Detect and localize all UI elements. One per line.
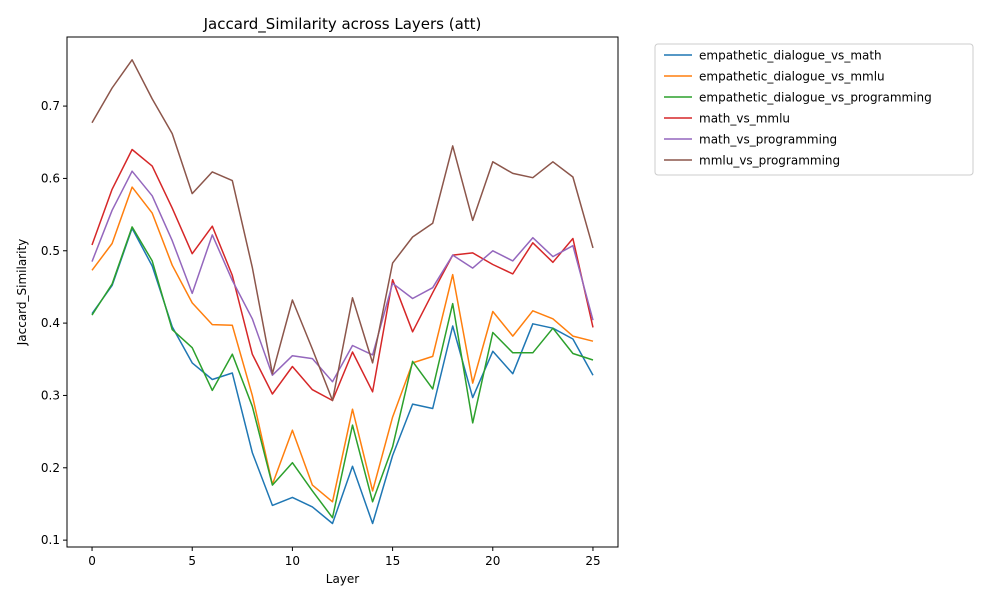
plot-lines <box>91 59 594 525</box>
legend-label: math_vs_mmlu <box>699 112 790 126</box>
y-tick-label: 0.4 <box>41 316 60 330</box>
y-axis-ticks: 0.1 0.2 0.3 0.4 0.5 0.6 0.7 <box>41 99 67 547</box>
series-line-empathetic_dialogue_vs_programming <box>91 226 594 519</box>
x-tick-label: 25 <box>585 554 600 568</box>
series-line-math_vs_programming <box>91 170 594 383</box>
chart-title: Jaccard_Similarity across Layers (att) <box>203 15 482 34</box>
legend-label: empathetic_dialogue_vs_math <box>699 49 882 63</box>
x-tick-label: 15 <box>385 554 400 568</box>
plot-frame <box>66 36 619 548</box>
series-line-empathetic_dialogue_vs_mmlu <box>91 186 594 503</box>
legend-items: empathetic_dialogue_vs_math empathetic_di… <box>664 49 932 168</box>
x-tick-label: 20 <box>485 554 500 568</box>
legend-label: math_vs_programming <box>699 133 837 147</box>
x-tick-label: 10 <box>285 554 300 568</box>
y-tick-label: 0.1 <box>41 533 60 547</box>
y-tick-label: 0.7 <box>41 99 60 113</box>
x-axis-ticks: 0 5 10 15 20 25 <box>88 547 601 568</box>
legend-frame <box>654 43 974 176</box>
y-tick-label: 0.3 <box>41 388 60 402</box>
series-line-mmlu_vs_programming <box>91 59 594 402</box>
legend-label: empathetic_dialogue_vs_mmlu <box>699 70 885 84</box>
legend: empathetic_dialogue_vs_math empathetic_di… <box>654 43 974 176</box>
x-axis-label: Layer <box>326 572 360 586</box>
y-tick-label: 0.5 <box>41 244 60 258</box>
y-tick-label: 0.6 <box>41 171 60 185</box>
x-tick-label: 0 <box>88 554 96 568</box>
y-tick-label: 0.2 <box>41 461 60 475</box>
series-line-math_vs_mmlu <box>91 148 594 402</box>
y-axis-label: Jaccard_Similarity <box>15 239 29 347</box>
legend-label: empathetic_dialogue_vs_programming <box>699 91 932 105</box>
legend-label: mmlu_vs_programming <box>699 154 840 168</box>
x-tick-label: 5 <box>188 554 196 568</box>
